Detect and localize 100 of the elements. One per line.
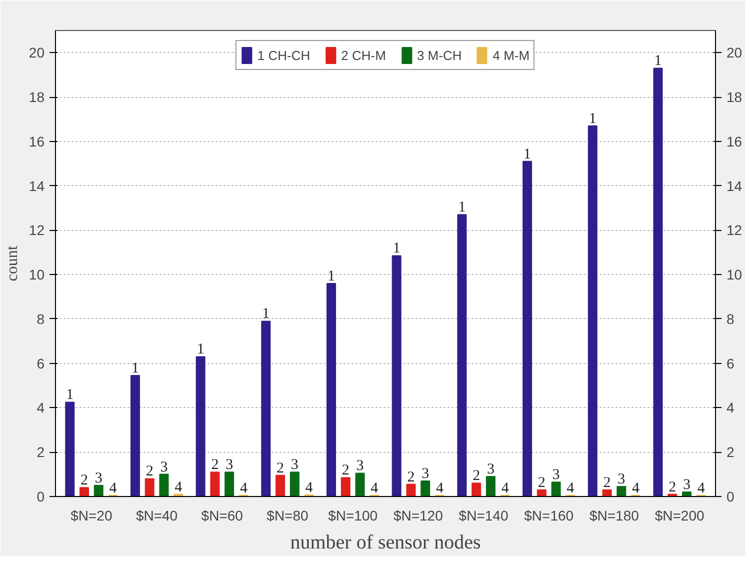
bar xyxy=(522,160,532,496)
annotation: 4 xyxy=(240,480,248,496)
bar xyxy=(602,489,612,496)
annotation: 1 xyxy=(131,360,139,377)
annotation: 4 xyxy=(566,480,575,496)
bar xyxy=(210,472,220,496)
annotation: 4 xyxy=(697,480,706,496)
annotation: 3 xyxy=(486,462,494,478)
annotation: 1 xyxy=(524,146,532,162)
annotation: 3 xyxy=(160,459,168,476)
bar xyxy=(159,474,169,496)
y-tick-label: 20 xyxy=(28,44,45,61)
bar xyxy=(355,472,365,496)
y-axis-title: count xyxy=(4,245,21,282)
annotation: 3 xyxy=(356,458,364,474)
bar xyxy=(94,484,104,496)
x-axis-title: number of sensor nodes xyxy=(290,532,481,554)
bar xyxy=(130,375,140,496)
bar xyxy=(486,476,496,496)
annotation: 4 xyxy=(109,480,118,496)
annotation: 1 xyxy=(458,200,466,216)
y2-tick-label: 16 xyxy=(726,133,742,150)
bar xyxy=(144,478,154,496)
bar xyxy=(588,125,598,496)
bar xyxy=(290,472,300,496)
annotation: 3 xyxy=(94,470,102,486)
y-tick-label: 12 xyxy=(28,222,45,238)
x-tick-label: $N=140 xyxy=(458,508,508,524)
y2-tick-label: 2 xyxy=(726,444,734,460)
bar xyxy=(326,282,336,496)
annotation: 3 xyxy=(618,472,626,488)
annotation: 1 xyxy=(588,110,596,127)
annotation: 3 xyxy=(290,457,298,474)
y-tick-label: 6 xyxy=(36,355,45,372)
bar xyxy=(196,356,206,496)
x-tick-label: $N=80 xyxy=(266,508,309,524)
annotation: 1 xyxy=(654,53,662,70)
x-tick-label: $N=100 xyxy=(328,508,378,524)
x-tick-label: $N=60 xyxy=(201,508,244,524)
y2-tick-label: 8 xyxy=(726,310,734,327)
annotation: 2 xyxy=(407,469,415,486)
y2-tick-label: 12 xyxy=(726,222,742,238)
annotation: 1 xyxy=(392,240,400,257)
y-tick-label: 2 xyxy=(36,444,45,460)
y2-tick-label: 6 xyxy=(726,355,734,372)
bar xyxy=(65,402,75,496)
bar xyxy=(536,489,546,496)
annotation: 2 xyxy=(342,462,350,479)
y2-tick-label: 10 xyxy=(726,266,742,283)
x-tick-label: $N=20 xyxy=(70,508,112,524)
annotation: 2 xyxy=(146,464,154,480)
annotation: 3 xyxy=(682,477,690,494)
bar xyxy=(224,472,234,496)
annotation: 3 xyxy=(226,457,234,474)
bar xyxy=(392,255,402,496)
annotation: 1 xyxy=(196,342,204,358)
annotation: 4 xyxy=(632,480,640,496)
x-tick-label: $N=120 xyxy=(393,508,444,524)
annotation: 2 xyxy=(80,472,88,489)
annotation: 4 xyxy=(305,480,314,496)
bar xyxy=(420,480,430,496)
annotation: 1 xyxy=(328,268,336,284)
bar xyxy=(261,320,271,496)
bar xyxy=(472,482,482,496)
legend-label: 4 M-M xyxy=(492,48,530,62)
bar xyxy=(406,484,416,496)
annotation: 2 xyxy=(472,468,480,484)
y-tick-label: 8 xyxy=(36,310,45,327)
y-tick-label: 4 xyxy=(36,400,45,416)
x-tick-label: $N=200 xyxy=(654,508,704,524)
legend-label: 1 CH-CH xyxy=(257,48,310,62)
annotation: 1 xyxy=(66,387,74,404)
y2-tick-label: 20 xyxy=(726,44,742,61)
y2-tick-label: 0 xyxy=(726,488,734,504)
y-tick-label: 18 xyxy=(28,89,45,106)
y-tick-label: 14 xyxy=(28,178,45,194)
y-tick-label: 16 xyxy=(28,133,45,150)
bar xyxy=(616,486,626,496)
annotation: 4 xyxy=(174,479,183,496)
annotation: 4 xyxy=(370,480,379,496)
y-tick-label: 10 xyxy=(28,266,45,283)
y2-tick-label: 4 xyxy=(726,400,734,416)
x-tick-label: $N=180 xyxy=(590,508,640,524)
annotation: 2 xyxy=(668,479,676,496)
legend-label: 3 M-CH xyxy=(416,48,462,62)
bar xyxy=(340,477,350,496)
x-tick-label: $N=160 xyxy=(524,508,574,524)
annotation: 2 xyxy=(276,460,284,476)
annotation: 3 xyxy=(422,466,430,482)
bar xyxy=(551,482,561,496)
annotation: 3 xyxy=(552,467,560,484)
annotation: 4 xyxy=(501,480,510,496)
bar xyxy=(276,474,286,496)
annotation: 4 xyxy=(436,480,444,496)
annotation: 1 xyxy=(262,306,270,322)
y2-tick-label: 18 xyxy=(726,89,742,106)
bar xyxy=(682,492,692,496)
bar xyxy=(80,487,89,496)
bar xyxy=(457,214,467,496)
x-tick-label: $N=40 xyxy=(136,508,178,524)
